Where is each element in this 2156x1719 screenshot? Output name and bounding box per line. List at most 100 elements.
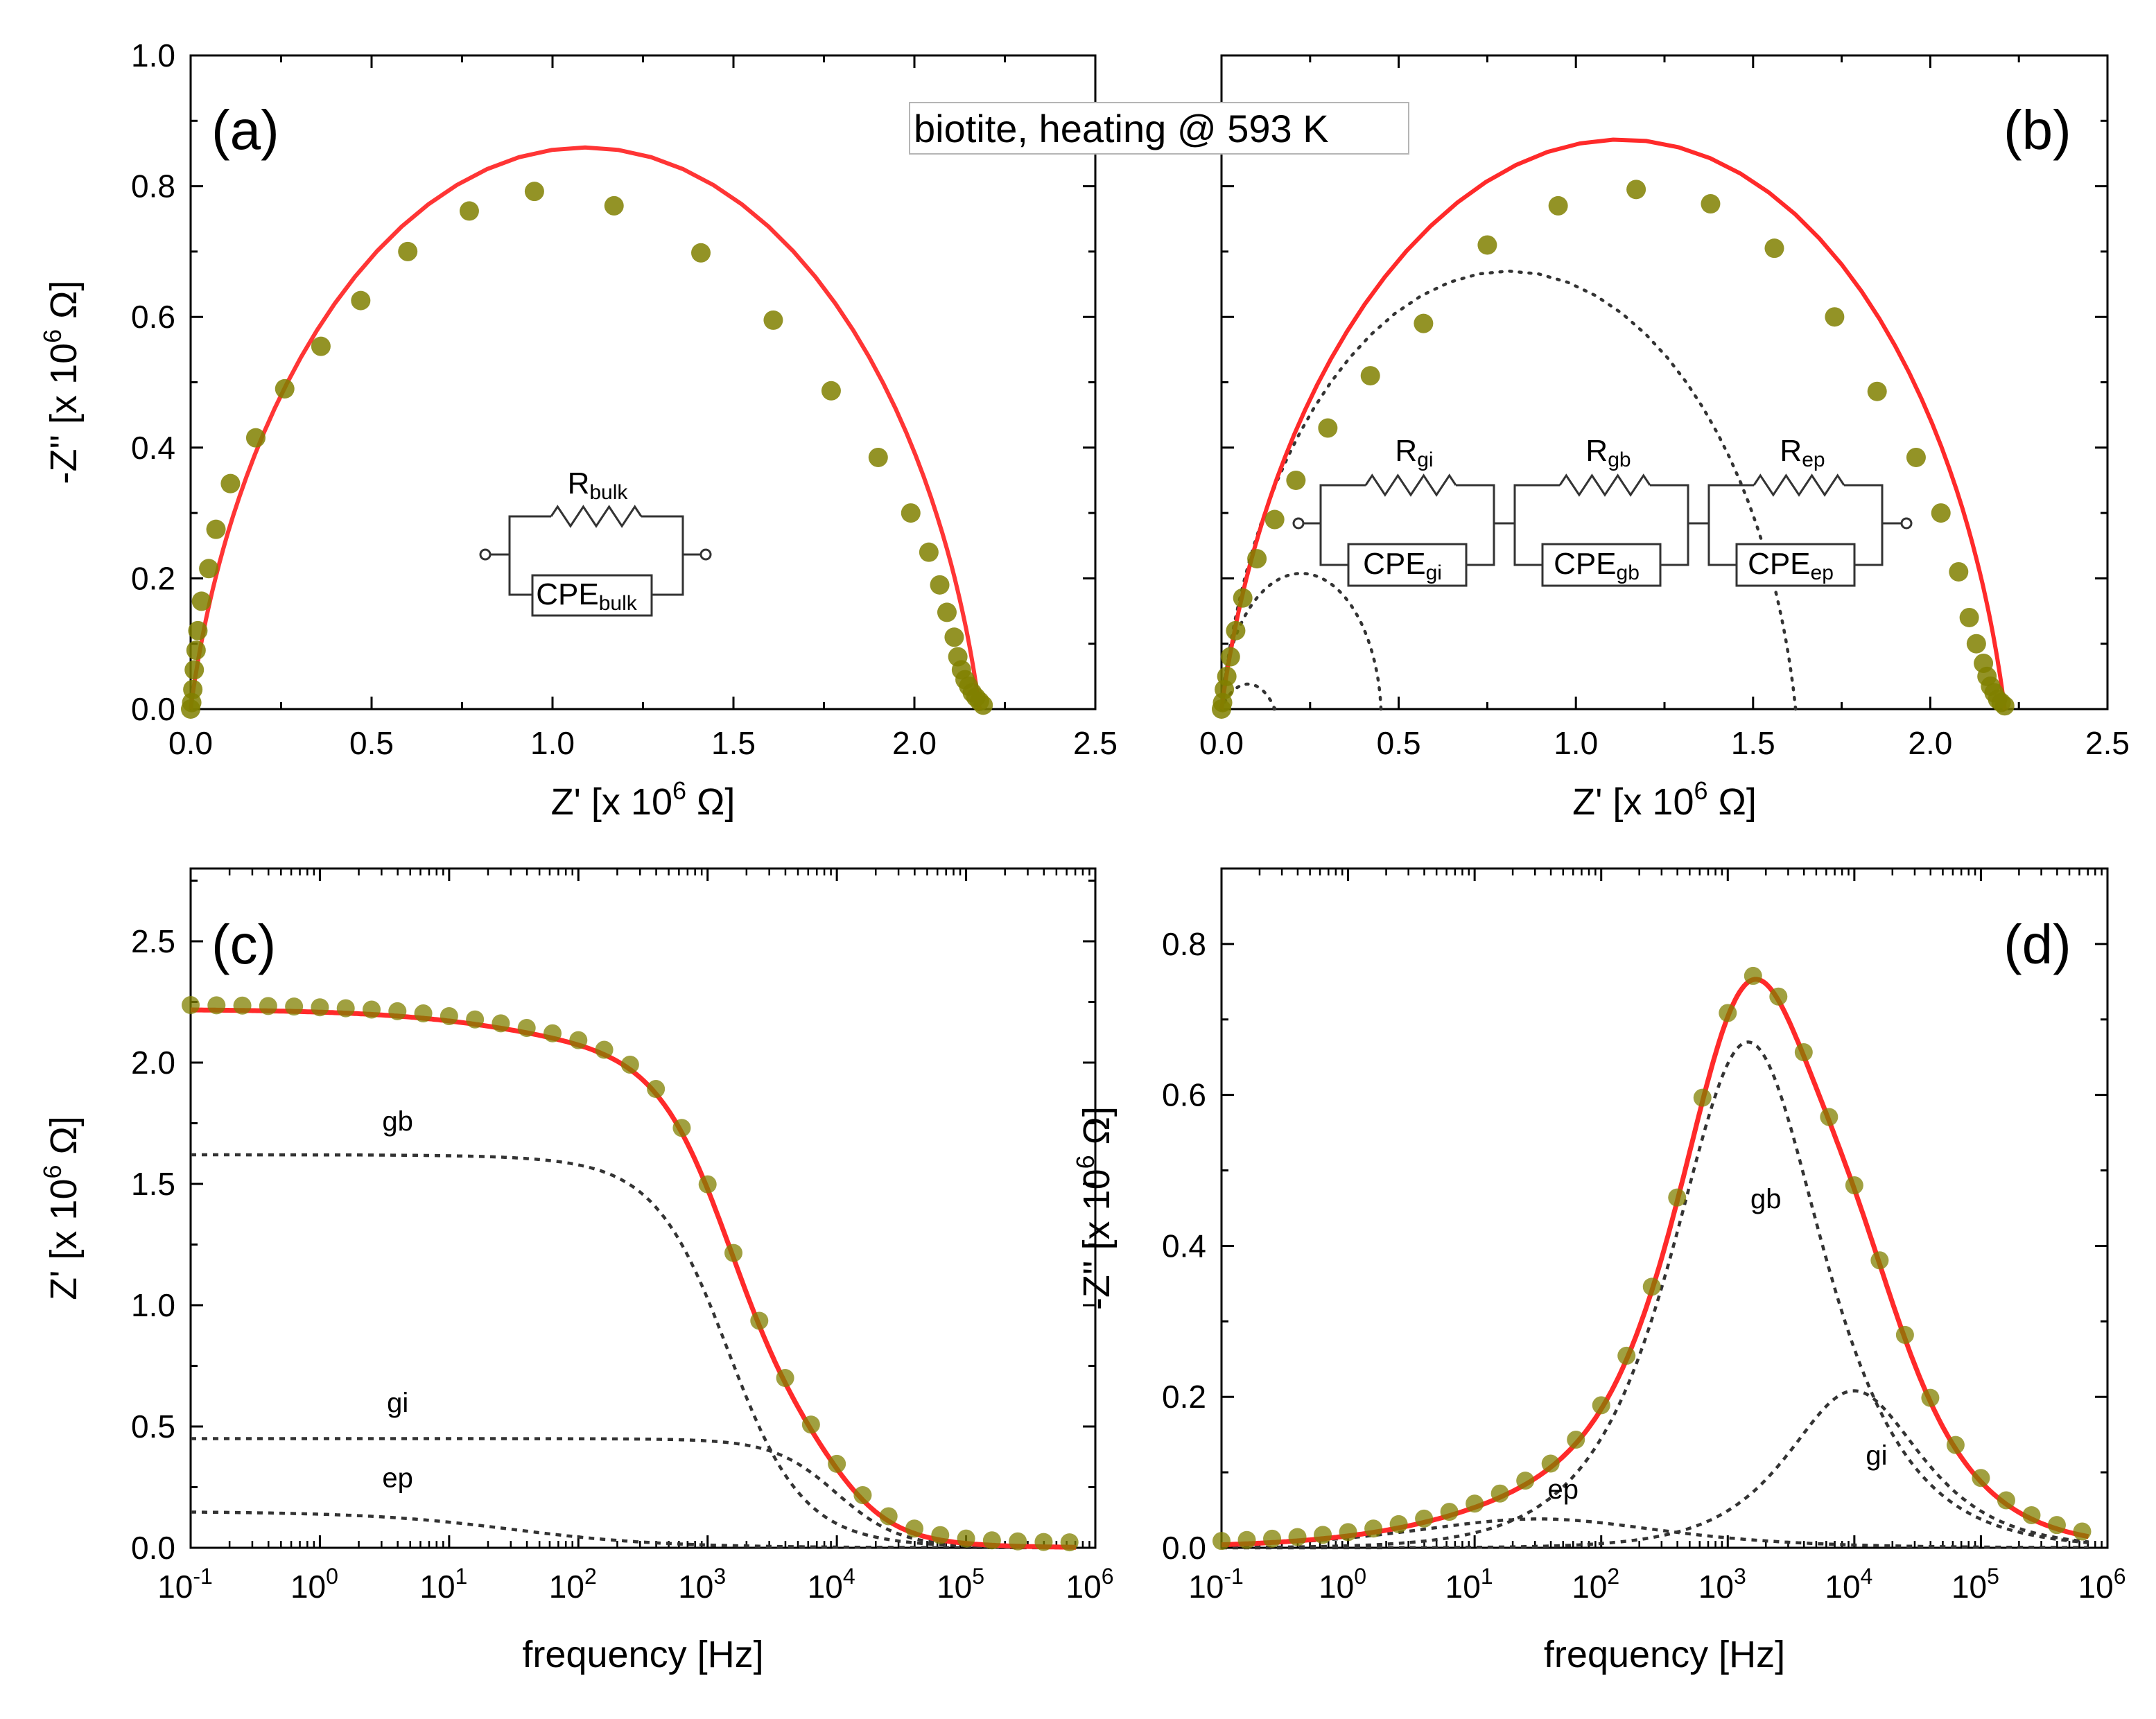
panel-b-letter: (b) xyxy=(2003,99,2071,161)
panel-b-xtick-label: 0.5 xyxy=(1377,725,1421,761)
panel-b-xtick-label: 2.0 xyxy=(1908,725,1952,761)
panel-b-xtick-label: 1.5 xyxy=(1731,725,1775,761)
panel-d-data-point xyxy=(1668,1188,1687,1207)
panel-d-data-point xyxy=(1263,1529,1282,1548)
panel-d-data-point xyxy=(1972,1469,1990,1487)
panel-d-xtick-label: 101 xyxy=(1445,1564,1493,1605)
panel-c-letter: (c) xyxy=(211,914,276,975)
panel-a-data-point xyxy=(220,473,241,494)
panel-c-xtick-label: 101 xyxy=(419,1564,467,1605)
panel-c-data-point xyxy=(905,1519,923,1538)
panel-a-data-point xyxy=(973,695,993,715)
panel-d-xtick-label: 100 xyxy=(1319,1564,1366,1605)
panel-c-data-point xyxy=(1034,1533,1053,1551)
panel-b-data-point xyxy=(1226,620,1246,640)
panel-a-data-point xyxy=(184,660,205,680)
panel-d-data-point xyxy=(1415,1509,1434,1528)
panel-a-data-point xyxy=(199,559,219,579)
panel-b-circuit: Rgi CPEgi Rgb CPEgb Rep CPEep xyxy=(1292,434,1913,587)
panel-d: 10-1 100 101 102 103 104 105 106 0.0 0.2 0.4 0.6 0.8… xyxy=(1071,867,2125,1675)
panel-d-xtick-label: 104 xyxy=(1825,1564,1872,1605)
panel-a-xtick-label: 1.5 xyxy=(711,725,756,761)
panel-d-data-point xyxy=(1288,1528,1307,1546)
panel-c-data-point xyxy=(336,999,355,1018)
panel-d-data-point xyxy=(1466,1494,1484,1513)
panel-a-data-point xyxy=(937,602,957,622)
panel-a-data-point xyxy=(398,241,418,261)
panel-d-component-gb xyxy=(1222,1040,2089,1549)
terminal-right-icon xyxy=(1900,517,1913,530)
panel-b-data-point xyxy=(1701,194,1721,214)
panel-d-xtick-label: 103 xyxy=(1698,1564,1746,1605)
panel-d-label-gb: gb xyxy=(1750,1184,1782,1214)
panel-b-xtick-label: 1.0 xyxy=(1554,725,1598,761)
panel-d-data-point xyxy=(1440,1503,1459,1521)
panel-c-data-point xyxy=(492,1014,510,1033)
panel-c-data-point xyxy=(957,1529,975,1548)
panel-a-data-point xyxy=(191,591,211,611)
panel-d-data-point xyxy=(1339,1523,1357,1542)
panel-a-data-point xyxy=(351,290,371,311)
panel-a-data-point xyxy=(245,428,266,448)
panel-b-data-point xyxy=(1931,503,1951,523)
panel-b-data-point xyxy=(1286,470,1306,490)
panel-d-data-point xyxy=(1314,1526,1332,1544)
panel-b-data-point xyxy=(1360,366,1380,386)
panel-a-data-point xyxy=(188,620,208,640)
panel-c-ytick-label: 0.0 xyxy=(131,1530,175,1566)
panel-a-ytick-label: 1.0 xyxy=(131,37,175,73)
panel-b-data-point xyxy=(1949,561,1969,582)
panel-d-data-point xyxy=(2047,1516,2066,1535)
panel-a-ylabel: -Z'' [x 106 Ω] xyxy=(38,280,85,484)
panel-d-data-point xyxy=(1516,1472,1535,1490)
panel-a-ytick-label: 0.2 xyxy=(131,560,175,596)
panel-d-xtick-label: 10-1 xyxy=(1188,1564,1244,1605)
panel-b-data-point xyxy=(1233,588,1253,608)
circuit-label-cpe-gi: CPEgi xyxy=(1363,547,1442,584)
panel-b-data-point xyxy=(1264,509,1285,530)
panel-d-data-point xyxy=(1719,1004,1737,1022)
circuit-label-r-ep: Rep xyxy=(1780,434,1825,471)
panel-d-xtick-label: 105 xyxy=(1951,1564,1999,1605)
panel-a-data-point xyxy=(930,575,950,595)
panel-a-data-point xyxy=(206,519,226,539)
panel-c-data-point xyxy=(1060,1533,1079,1552)
panel-a: 0.0 0.5 1.0 1.5 2.0 2.5 0.0 0.2 0.4 0.6 0.8 1.0 (a) Z… xyxy=(38,37,1118,823)
panel-a-letter: (a) xyxy=(211,99,279,161)
panel-a-xtick-label: 0.0 xyxy=(168,725,213,761)
panel-c-xtick-label: 105 xyxy=(937,1564,984,1605)
panel-b-xtick-label: 2.5 xyxy=(2085,725,2130,761)
panel-a-data-point xyxy=(901,503,921,523)
panel-c-component-gb xyxy=(191,1153,1076,1549)
panel-d-data-point xyxy=(1389,1515,1408,1533)
panel-c-data-point xyxy=(698,1175,717,1194)
panel-c-data-point xyxy=(801,1415,820,1434)
panel-d-xtick-label: 102 xyxy=(1572,1564,1619,1605)
panel-c-data-point xyxy=(595,1040,614,1059)
panel-d-data-point xyxy=(1845,1176,1863,1195)
cpe-bulk-box xyxy=(531,574,653,617)
panel-c-xtick-label: 100 xyxy=(290,1564,338,1605)
panel-d-data-point xyxy=(1895,1325,1914,1344)
panel-d-ytick-label: 0.0 xyxy=(1162,1530,1206,1566)
panel-c-data-point xyxy=(363,1000,381,1019)
panel-a-ytick-label: 0.6 xyxy=(131,299,175,335)
panel-d-component-ep xyxy=(1221,1517,2089,1549)
panel-a-data-point xyxy=(868,447,888,467)
panel-c-data-point xyxy=(440,1006,458,1025)
annotation-text: biotite, heating @ 593 K xyxy=(914,107,1329,150)
panel-c-data-point xyxy=(466,1010,485,1029)
panel-d-data-point xyxy=(1237,1530,1256,1549)
panel-b-xtick-label: 0.0 xyxy=(1199,725,1244,761)
panel-d-data-point xyxy=(1820,1108,1838,1126)
panel-c-ytick-label: 2.5 xyxy=(131,923,175,959)
circuit-label-r-gb: Rgb xyxy=(1585,434,1631,471)
terminal-right-icon xyxy=(699,548,712,561)
panel-d-frame xyxy=(1220,867,2109,1549)
resistor-gi-icon xyxy=(1364,473,1457,497)
panel-c-data-point xyxy=(1009,1532,1027,1551)
panel-a-xlabel: Z' [x 106 Ω] xyxy=(551,776,736,823)
panel-b-fit-line xyxy=(1219,137,2007,711)
panel-a-data-point xyxy=(604,195,624,216)
panel-d-component-gi xyxy=(1222,1389,2089,1550)
